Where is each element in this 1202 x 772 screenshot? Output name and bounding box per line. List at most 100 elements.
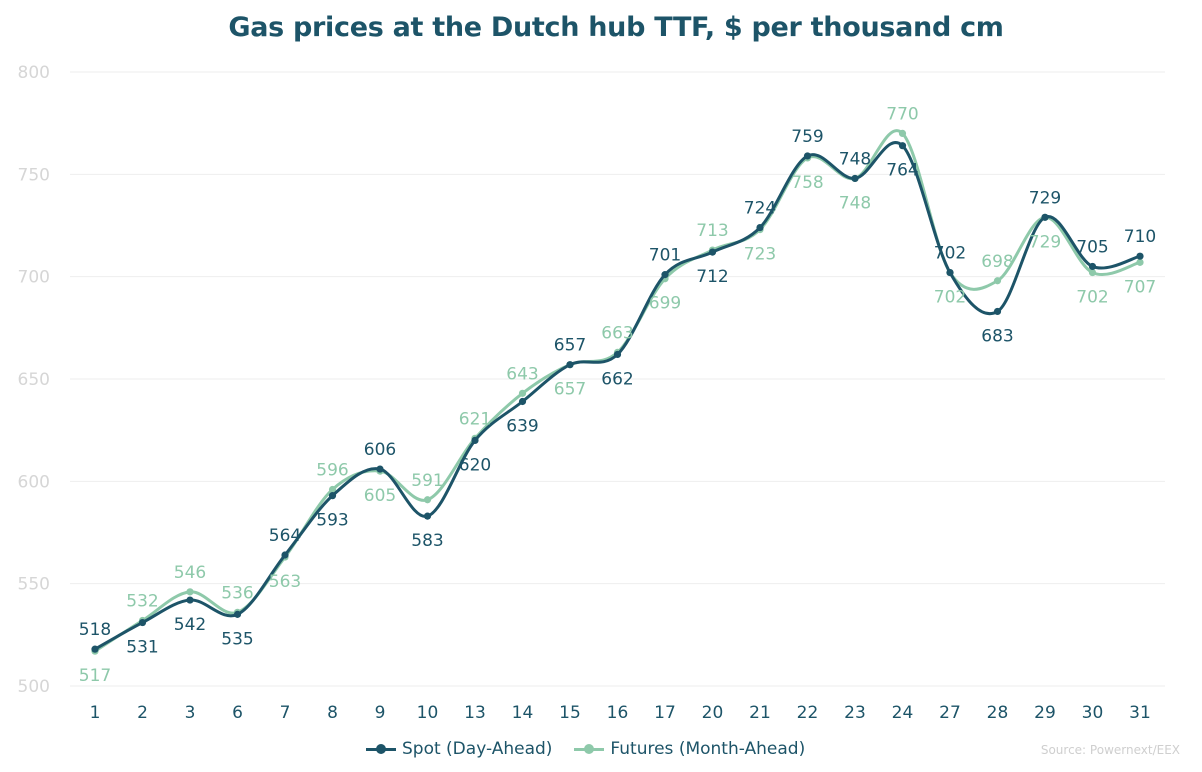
legend-swatch-futures [574,743,605,754]
data-label-spot: 729 [1029,188,1061,208]
data-point-spot[interactable] [613,350,622,359]
data-label-futures: 563 [269,572,301,592]
data-point-spot[interactable] [661,271,669,279]
data-point-spot[interactable] [851,174,859,183]
data-label-futures: 596 [316,461,348,481]
data-label-spot: 662 [601,369,633,389]
data-label-futures: 698 [981,252,1013,272]
data-label-futures: 770 [886,104,918,124]
y-tick-label: 600 [18,472,50,492]
data-label-spot: 542 [174,615,206,635]
data-point-futures[interactable] [993,277,1002,285]
data-point-spot[interactable] [1088,262,1097,271]
data-point-spot[interactable] [708,248,717,256]
y-tick-label: 750 [18,165,50,185]
x-tick-label: 16 [607,703,629,723]
x-tick-label: 24 [892,703,914,723]
data-label-spot: 764 [886,161,918,181]
data-label-spot: 710 [1124,227,1156,247]
data-point-spot[interactable] [328,492,337,500]
data-label-spot: 724 [744,199,776,219]
data-label-futures: 758 [791,173,823,193]
data-point-spot[interactable] [1041,213,1049,221]
data-label-futures: 643 [506,364,538,384]
data-label-futures: 729 [1029,232,1061,252]
data-label-futures: 748 [839,193,871,213]
data-label-spot: 535 [221,629,253,649]
x-tick-label: 29 [1034,703,1056,723]
data-point-futures[interactable] [898,129,907,137]
data-label-futures: 713 [696,221,728,241]
grid-layer [70,71,1165,687]
data-point-futures[interactable] [1088,268,1097,277]
data-point-spot[interactable] [186,596,194,604]
data-label-futures: 605 [364,486,396,506]
x-tick-label: 13 [464,703,486,723]
data-label-futures: 663 [601,323,633,343]
data-label-futures: 621 [459,409,491,429]
data-point-spot[interactable] [423,512,432,520]
data-point-futures[interactable] [186,588,194,596]
legend-swatch-spot [366,743,396,754]
data-point-spot[interactable] [91,645,99,653]
data-label-spot: 759 [791,127,823,147]
data-point-spot[interactable] [898,142,907,150]
data-point-spot[interactable] [471,436,479,444]
data-label-spot: 705 [1076,237,1108,257]
x-tick-label: 7 [280,703,291,723]
data-label-spot: 606 [364,440,396,460]
x-tick-label: 6 [232,703,243,723]
data-point-futures[interactable] [328,485,337,494]
data-point-spot[interactable] [803,152,812,160]
data-point-futures[interactable] [423,496,432,504]
data-label-spot: 748 [839,149,871,169]
y-tick-label: 500 [18,677,50,697]
x-tick-label: 15 [559,703,581,723]
data-label-spot: 531 [126,638,158,658]
y-axis: 500 550 600 650 700 750 800 [18,63,50,697]
data-label-futures: 546 [174,563,206,583]
data-point-spot[interactable] [281,551,289,559]
y-tick-label: 800 [18,63,50,83]
data-labels: 518 517 531 532 542 546 535 536 564 563 593 596 606 6… [79,104,1156,686]
x-tick-label: 28 [987,703,1009,723]
data-label-futures: 657 [554,380,586,400]
x-tick-label: 2 [137,703,148,723]
series-layer [91,129,1144,655]
x-tick-label: 30 [1082,703,1104,723]
x-tick-label: 23 [844,703,866,723]
legend: Spot (Day-Ahead) Futures (Month-Ahead) [366,739,805,759]
x-axis: 1 2 3 6 7 8 9 10 13 14 15 16 17 20 21 22 23 24 27 28 29 30 31 [90,703,1151,723]
data-point-spot[interactable] [233,610,242,618]
chart-title: Gas prices at the Dutch hub TTF, $ per t… [228,12,1004,43]
y-tick-label: 650 [18,370,50,390]
data-label-futures: 536 [221,583,253,603]
y-tick-label: 550 [18,575,50,595]
x-tick-label: 10 [417,703,439,723]
data-point-spot[interactable] [946,268,954,277]
legend-label-spot: Spot (Day-Ahead) [402,739,553,759]
data-label-spot: 702 [934,244,966,264]
legend-item-futures[interactable]: Futures (Month-Ahead) [574,739,805,759]
data-point-spot[interactable] [518,397,527,406]
data-label-futures: 702 [1076,288,1108,308]
data-label-spot: 593 [316,511,348,531]
series-line-spot [94,141,1141,651]
data-point-spot[interactable] [376,465,384,473]
data-point-spot[interactable] [566,361,574,369]
source-note: Source: Powernext/EEX [1040,743,1180,757]
data-point-spot[interactable] [756,223,764,232]
data-label-futures: 723 [744,245,776,265]
x-tick-label: 21 [749,703,771,723]
data-point-spot[interactable] [138,618,147,627]
x-tick-label: 9 [375,703,386,723]
data-point-spot[interactable] [1136,252,1144,260]
data-point-spot[interactable] [993,307,1002,316]
x-tick-label: 3 [185,703,196,723]
data-point-futures[interactable] [518,389,527,397]
data-label-spot: 583 [411,531,443,551]
y-tick-label: 700 [18,268,50,288]
legend-item-spot[interactable]: Spot (Day-Ahead) [366,739,552,759]
data-point-futures[interactable] [1136,258,1144,266]
legend-label-futures: Futures (Month-Ahead) [610,739,806,759]
